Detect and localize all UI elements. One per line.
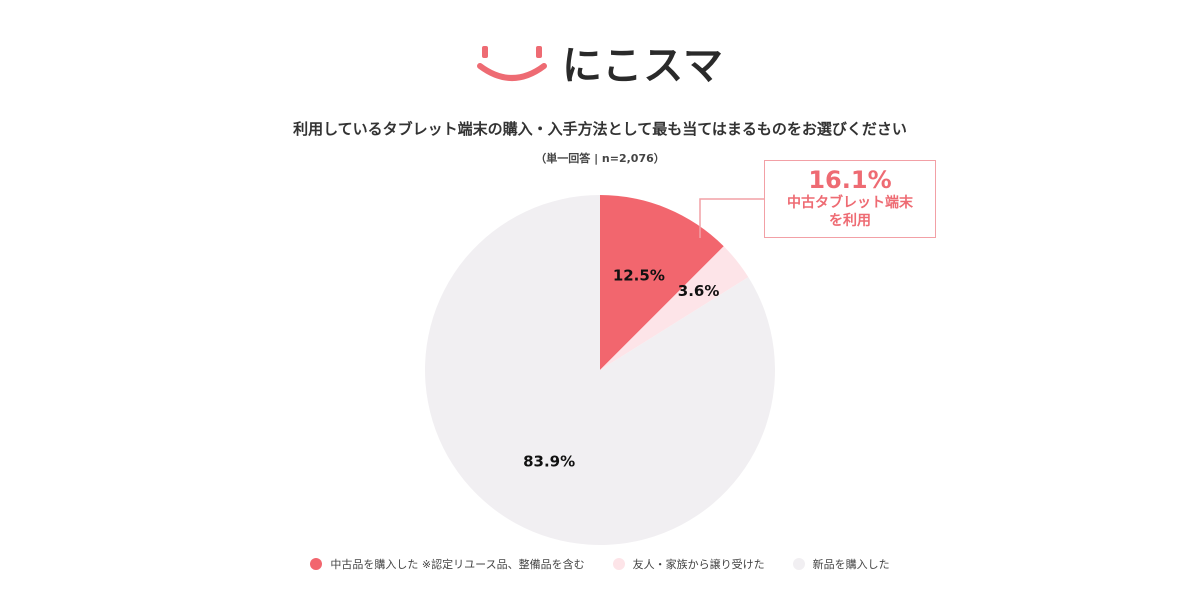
legend-swatch <box>612 558 625 570</box>
chart-title: 利用しているタブレット端末の購入・入手方法として最も当てはまるものをお選びくださ… <box>293 120 907 138</box>
smile-logo-icon <box>477 46 547 81</box>
legend-item: 友人・家族から譲り受けた <box>612 556 765 572</box>
pie-slice <box>600 246 749 370</box>
highlight-callout: 16.1% 中古タブレット端末 を利用 <box>764 160 936 238</box>
legend-label: 友人・家族から譲り受けた <box>632 558 765 571</box>
callout-line2: を利用 <box>829 213 871 229</box>
callout-value: 16.1% <box>808 166 892 194</box>
callout-line1: 中古タブレット端末 <box>787 195 913 211</box>
pie-slice <box>425 195 775 545</box>
logo: にこスマ <box>0 38 1200 89</box>
legend-swatch <box>310 558 323 570</box>
legend-item: 新品を購入した <box>792 556 890 572</box>
logo-text: にこスマ <box>562 43 724 89</box>
legend-label: 新品を購入した <box>812 558 890 571</box>
slice-data-label: 12.5% <box>613 267 665 285</box>
legend-label: 中古品を購入した ※認定リユース品、整備品を含む <box>330 558 585 571</box>
slice-data-label: 3.6% <box>678 282 720 300</box>
legend: 中古品を購入した ※認定リユース品、整備品を含む 友人・家族から譲り受けた 新品を購… <box>0 556 1200 572</box>
chart-subtitle: （単一回答 | n=2,076） <box>535 152 665 165</box>
slice-data-label: 83.9% <box>523 452 575 470</box>
legend-swatch <box>792 558 805 570</box>
callout-leader-line <box>699 198 764 238</box>
legend-item: 中古品を購入した ※認定リユース品、整備品を含む <box>310 556 585 572</box>
pie-slice <box>600 195 724 370</box>
